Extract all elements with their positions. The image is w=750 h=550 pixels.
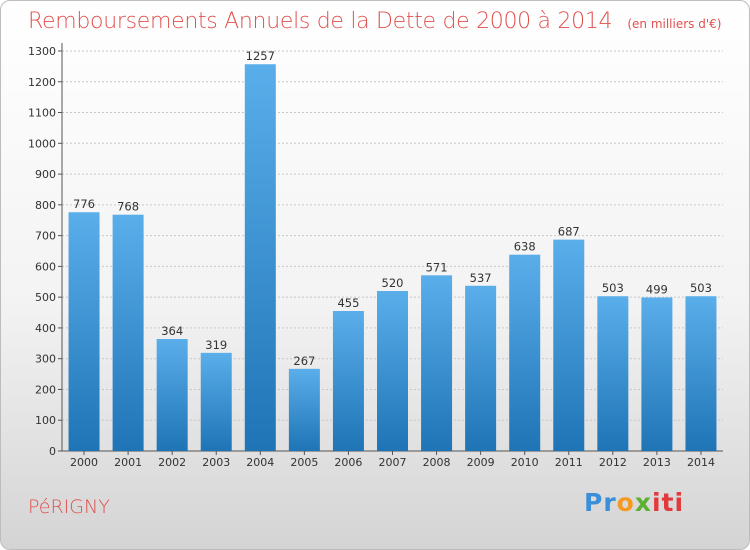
y-tick-label: 200	[35, 383, 56, 396]
y-tick-label: 1000	[28, 137, 56, 150]
bar-2001	[112, 214, 144, 451]
logo-part-2: o	[616, 488, 635, 517]
bar-2013	[641, 297, 673, 451]
bars	[68, 64, 717, 451]
bar-2014	[685, 296, 717, 451]
y-tick-label: 300	[35, 353, 56, 366]
bar-2008	[421, 275, 453, 451]
y-tick-label: 1300	[28, 45, 56, 58]
bar-2005	[288, 368, 320, 451]
value-label-2005: 267	[293, 354, 315, 368]
bar-2002	[156, 339, 188, 451]
value-label-2004: 1257	[246, 49, 275, 63]
bar-2000	[68, 212, 100, 451]
x-tick-label-2003: 2003	[202, 456, 230, 469]
bar-2011	[553, 239, 585, 451]
value-label-2008: 571	[426, 260, 448, 274]
x-tick-label-2008: 2008	[423, 456, 451, 469]
value-label-2000: 776	[73, 197, 95, 211]
y-tick-label: 0	[49, 445, 56, 458]
value-label-2001: 768	[117, 200, 139, 214]
value-label-2002: 364	[161, 324, 183, 338]
y-tick-label: 800	[35, 199, 56, 212]
y-tick-label: 100	[35, 414, 56, 427]
y-tick-label: 1200	[28, 76, 56, 89]
bar-2006	[332, 311, 364, 451]
value-label-2009: 537	[470, 271, 492, 285]
value-label-2011: 687	[558, 225, 580, 239]
x-tick-label-2010: 2010	[511, 456, 539, 469]
bar-2004	[244, 64, 276, 451]
chart-subtitle: (en milliers d'€)	[627, 17, 722, 31]
value-label-2012: 503	[602, 281, 624, 295]
x-tick-label-2012: 2012	[599, 456, 627, 469]
y-tick-label: 400	[35, 322, 56, 335]
title-row: Remboursements Annuels de la Dette de 20…	[28, 9, 721, 34]
value-label-2003: 319	[205, 338, 227, 352]
x-tick-label-2009: 2009	[467, 456, 495, 469]
chart-title: Remboursements Annuels de la Dette de 20…	[28, 9, 613, 34]
value-label-2006: 455	[337, 296, 359, 310]
x-tick-label-2014: 2014	[687, 456, 715, 469]
value-label-2013: 499	[646, 282, 668, 296]
y-tick-label: 700	[35, 230, 56, 243]
value-label-2014: 503	[690, 281, 712, 295]
labels: 776 2000 768 2001 364 2002 319 2003 1257 2004 267 2…	[70, 49, 715, 469]
bar-2007	[377, 291, 408, 451]
x-tick-label-2002: 2002	[158, 456, 186, 469]
x-tick-label-2011: 2011	[555, 456, 583, 469]
logo-part-1: Pr	[584, 488, 617, 517]
commune-name: PéRIGNY	[28, 496, 110, 518]
y-tick-label: 600	[35, 260, 56, 273]
x-tick-label-2007: 2007	[379, 456, 407, 469]
bar-2009	[465, 285, 497, 451]
x-tick-label-2000: 2000	[70, 456, 98, 469]
value-label-2010: 638	[514, 240, 536, 254]
y-tick-label: 500	[35, 291, 56, 304]
x-tick-label-2004: 2004	[246, 456, 274, 469]
x-tick-label-2013: 2013	[643, 456, 671, 469]
logo-part-3: x	[634, 488, 652, 517]
logo-part-4: iti	[651, 488, 685, 517]
y-tick-label: 1100	[28, 107, 56, 120]
bar-2012	[597, 296, 629, 451]
bar-2010	[509, 254, 541, 451]
bar-2003	[200, 352, 232, 451]
axes: 0 100 200 300 400 500 600 700 800 900 1000 1100 1200…	[28, 43, 723, 458]
x-tick-label-2001: 2001	[114, 456, 142, 469]
x-tick-label-2005: 2005	[290, 456, 318, 469]
x-tick-label-2006: 2006	[334, 456, 362, 469]
value-label-2007: 520	[382, 276, 404, 290]
proxiti-logo: Proxiti	[584, 488, 684, 517]
y-tick-label: 900	[35, 168, 56, 181]
